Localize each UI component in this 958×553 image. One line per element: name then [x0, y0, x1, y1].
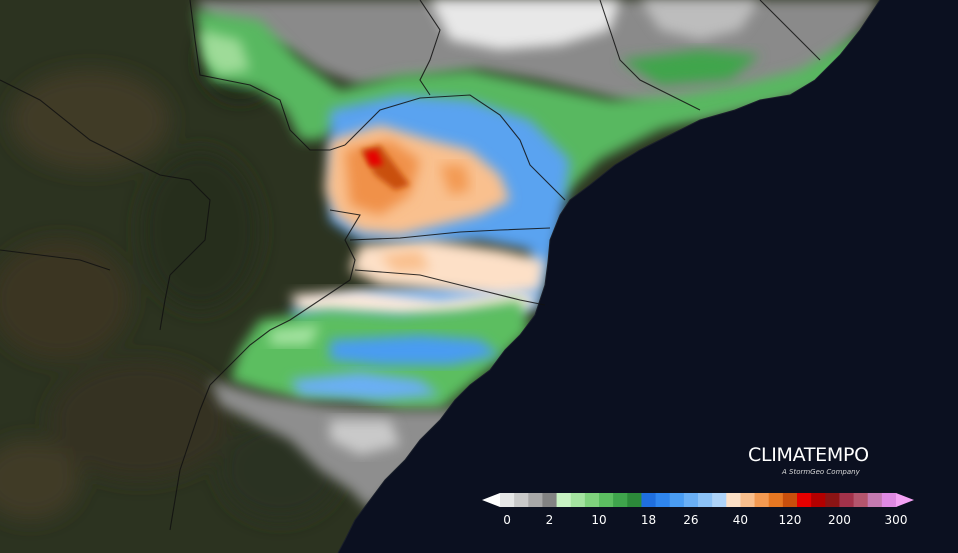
legend-label: 0 [503, 513, 511, 527]
legend-swatch [514, 493, 529, 507]
legend-label: 300 [884, 513, 908, 527]
legend-swatch [853, 493, 869, 507]
legend-swatch [867, 493, 883, 507]
legend-swatch [754, 493, 770, 507]
legend-swatch [584, 493, 600, 507]
precipitation-overlay [195, 0, 880, 510]
legend-swatch [712, 493, 727, 507]
legend-swatch [556, 493, 572, 507]
legend-label: 18 [640, 513, 657, 527]
legend-swatch [782, 493, 798, 507]
legend-swatch [768, 493, 784, 507]
legend-swatch [740, 493, 755, 507]
legend-swatch [570, 493, 586, 507]
legend-swatch [542, 493, 557, 507]
brand-name: CLIMATEMPO [748, 444, 869, 466]
legend-label: 26 [683, 513, 699, 527]
legend-swatch [811, 493, 826, 507]
boundaries [0, 0, 821, 531]
legend-swatch [683, 493, 699, 507]
legend-arrow-right [896, 493, 914, 507]
legend-label: 2 [545, 513, 554, 527]
legend-swatch [500, 493, 515, 507]
legend-arrow-left [482, 493, 500, 507]
legend-swatch [655, 493, 671, 507]
legend-swatch [726, 493, 741, 507]
legend-label: 40 [732, 513, 749, 527]
precipitation-legend: 0 2 10 18 26 40 120 200 300 [482, 491, 914, 531]
legend-swatch [528, 493, 543, 507]
legend-swatch [881, 493, 897, 507]
legend-swatch [669, 493, 685, 507]
legend-swatch [825, 493, 840, 507]
legend-label: 200 [827, 513, 851, 527]
legend-label: 120 [778, 513, 802, 527]
legend-swatch [797, 493, 812, 507]
climatempo-logo: CLIMATEMPO A StormGeo Company [748, 444, 888, 476]
legend-color-bar [482, 493, 914, 507]
legend-swatch [698, 493, 713, 507]
legend-label: 10 [591, 513, 607, 527]
legend-swatch [599, 493, 614, 507]
coastline [337, 0, 881, 553]
legend-swatch [839, 493, 854, 507]
brand-tagline: A StormGeo Company [782, 468, 860, 476]
legend-swatch [627, 493, 642, 507]
legend-swatch [641, 493, 656, 507]
legend-swatch [613, 493, 628, 507]
